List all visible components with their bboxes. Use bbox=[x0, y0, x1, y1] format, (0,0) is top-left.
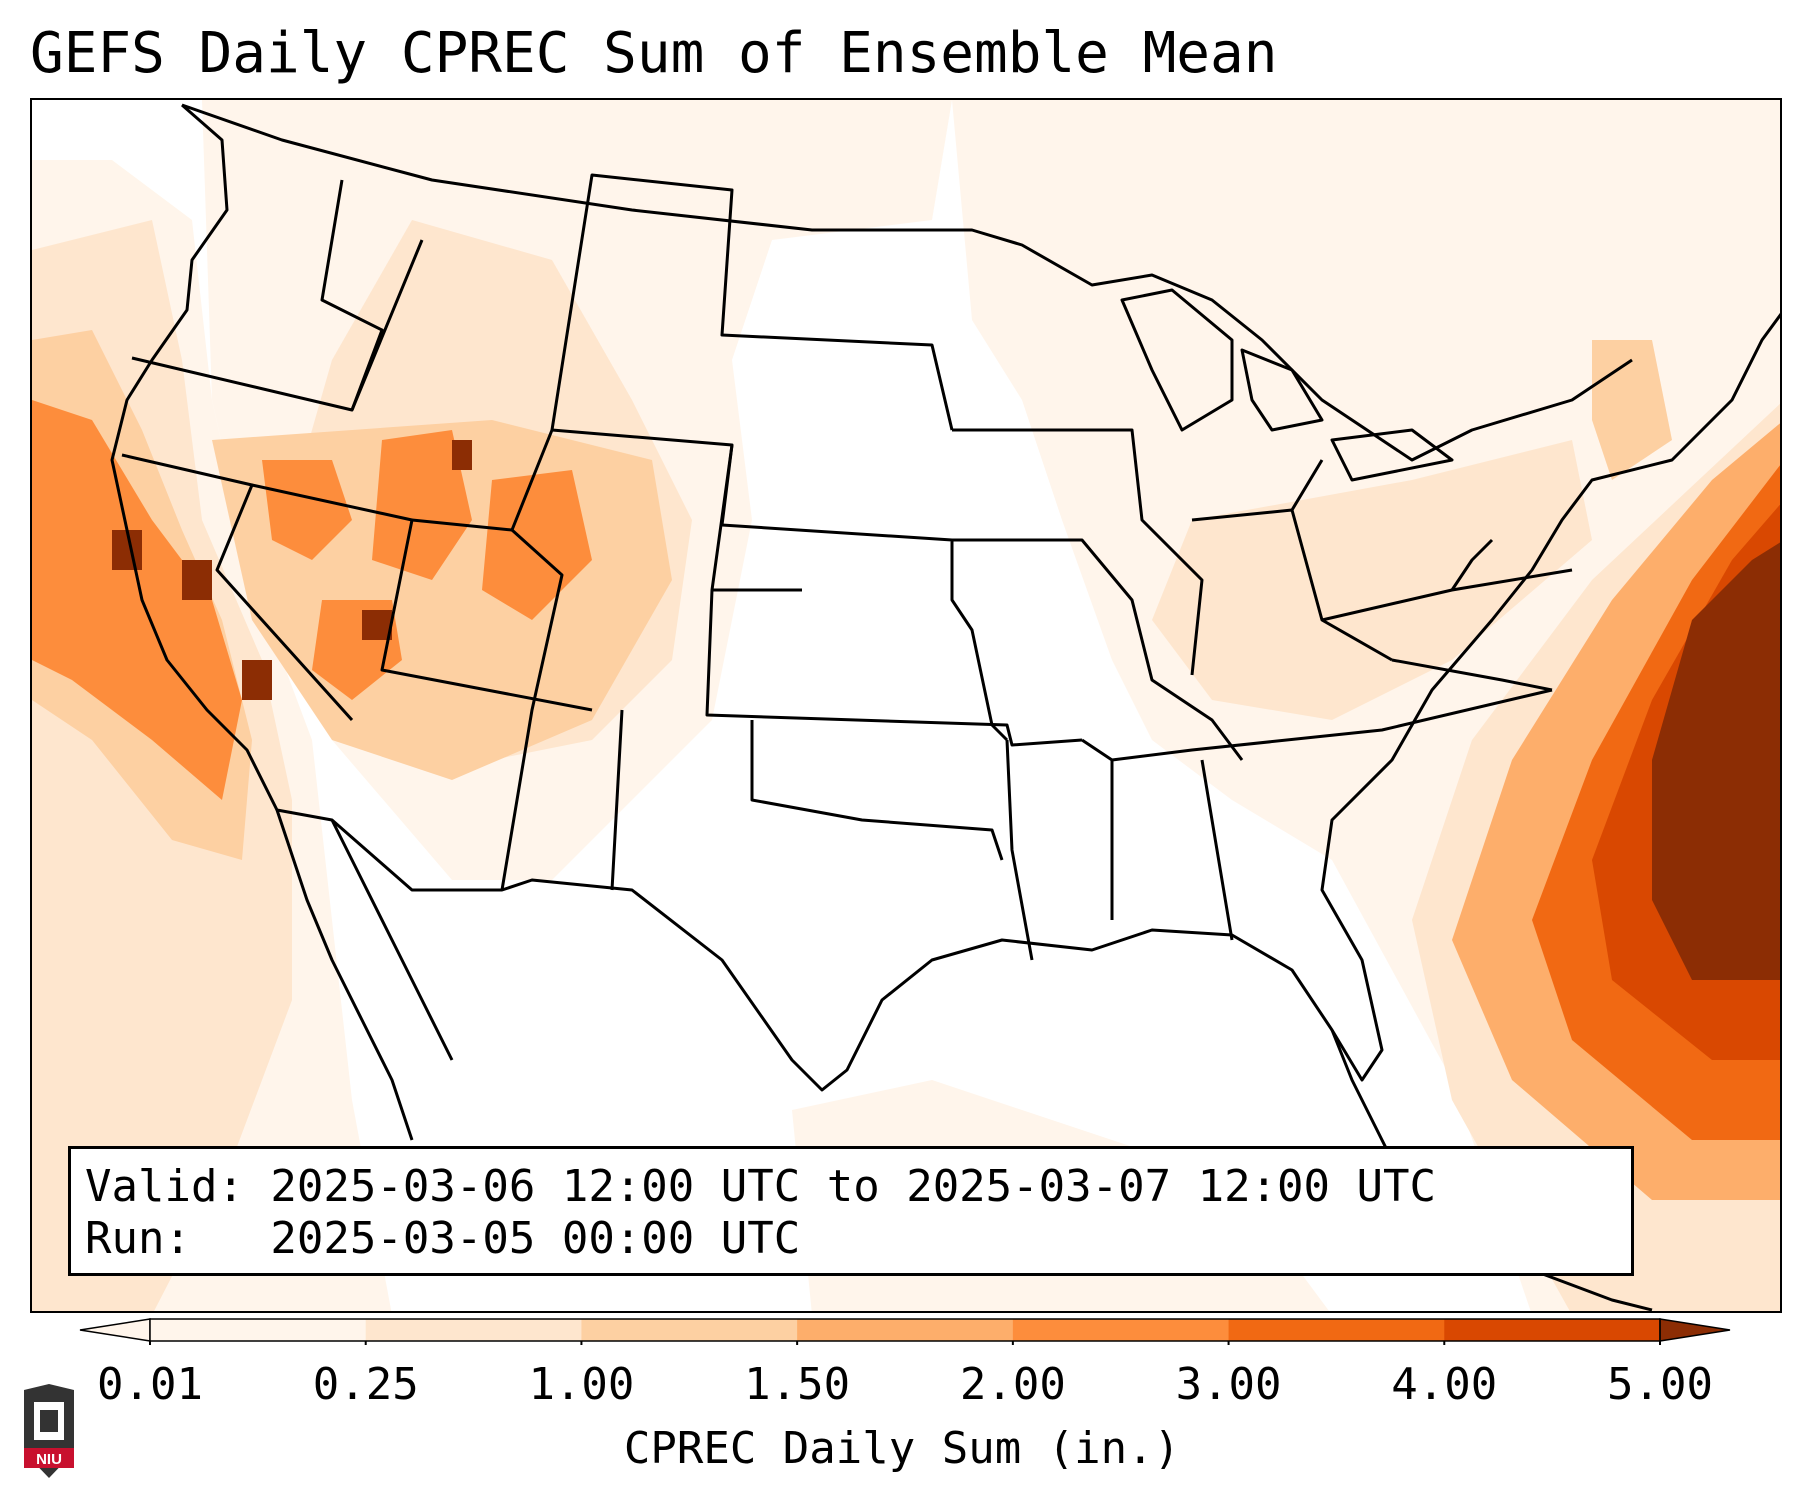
colorbar-segment bbox=[1444, 1319, 1661, 1341]
colorbar-tick-label: 0.01 bbox=[97, 1359, 203, 1410]
logo-text: NIU bbox=[36, 1451, 62, 1468]
valid-time-line: Valid: 2025-03-06 12:00 UTC to 2025-03-0… bbox=[85, 1161, 1437, 1212]
colorbar-segment bbox=[797, 1319, 1014, 1341]
colorbar-tick-label: 1.50 bbox=[744, 1359, 851, 1410]
precip-area-nevada-utah bbox=[262, 430, 592, 700]
state-line-2 bbox=[320, 179, 384, 411]
state-line-12 bbox=[952, 538, 1244, 761]
great-lakes bbox=[1120, 288, 1454, 482]
precip-area-appalachia bbox=[1152, 440, 1592, 720]
state-line-5 bbox=[411, 428, 802, 592]
colorbar-tick-label: 0.25 bbox=[312, 1359, 419, 1410]
us-canada-border bbox=[181, 103, 1633, 462]
logo-tower-window bbox=[40, 1410, 58, 1432]
run-time-line: Run: 2025-03-05 00:00 UTC bbox=[85, 1213, 801, 1264]
state-line-11 bbox=[952, 428, 1204, 676]
map-canvas bbox=[32, 100, 1780, 1311]
colorbar-extend-min bbox=[79, 1318, 151, 1342]
state-line-14 bbox=[1005, 739, 1234, 961]
colorbar-segment bbox=[1228, 1319, 1445, 1341]
state-line-6 bbox=[550, 173, 954, 431]
state-boundaries bbox=[110, 103, 1780, 1311]
colorbar-segment bbox=[150, 1319, 367, 1341]
precip-shading bbox=[32, 100, 1780, 1311]
state-line-8 bbox=[720, 444, 1009, 742]
colorbar-segment bbox=[365, 1319, 582, 1341]
us-outline bbox=[110, 103, 1780, 1092]
colorbar-tick-label: 1.00 bbox=[528, 1359, 635, 1410]
baja-coast bbox=[275, 809, 454, 1141]
colorbar-extend-max bbox=[1659, 1318, 1731, 1342]
logo-band bbox=[24, 1448, 74, 1468]
colorbar-tick-label: 5.00 bbox=[1607, 1359, 1713, 1410]
colorbar bbox=[79, 1318, 1731, 1345]
state-line-17 bbox=[1391, 538, 1553, 692]
colorbar-tick-label: 4.00 bbox=[1391, 1359, 1498, 1410]
state-line-9 bbox=[705, 589, 1083, 747]
state-line-10 bbox=[610, 709, 1004, 891]
state-line-13 bbox=[1081, 688, 1553, 762]
state-line-3 bbox=[121, 453, 354, 722]
colorbar-tick-label: 2.00 bbox=[959, 1359, 1066, 1410]
colorbar-segment bbox=[581, 1319, 798, 1341]
colorbar-label: CPREC Daily Sum (in.) bbox=[623, 1423, 1181, 1474]
precipitation-map bbox=[30, 98, 1782, 1313]
niu-logo: NIU bbox=[20, 1382, 78, 1480]
state-line-4 bbox=[251, 483, 593, 712]
state-line-7 bbox=[500, 528, 564, 891]
precip-area-atlantic-max bbox=[1652, 542, 1780, 980]
map-title: GEFS Daily CPREC Sum of Ensemble Mean bbox=[30, 21, 1278, 86]
colorbar-segment bbox=[1012, 1319, 1230, 1341]
precip-area-california-max bbox=[112, 440, 472, 700]
colorbar-tick-label: 3.00 bbox=[1175, 1359, 1282, 1410]
colorbar-outline bbox=[149, 1318, 1661, 1342]
precip-area-california-orange bbox=[32, 400, 242, 800]
info-box: Valid: 2025-03-06 12:00 UTC to 2025-03-0… bbox=[68, 1146, 1634, 1276]
